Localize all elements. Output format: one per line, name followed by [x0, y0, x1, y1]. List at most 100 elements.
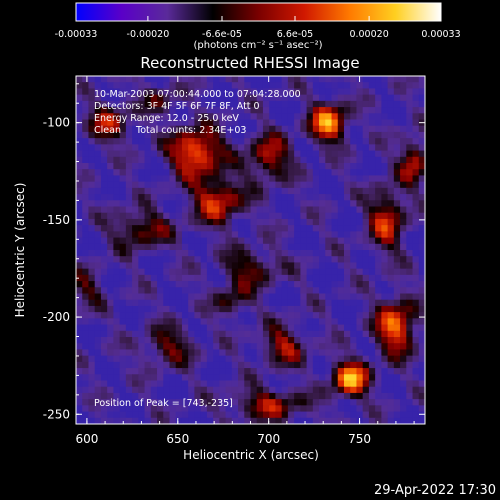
heatmap-cell: [362, 107, 370, 114]
heatmap-cell: [244, 337, 252, 344]
heatmap-cell: [88, 125, 96, 133]
heatmap-cell: [387, 119, 395, 127]
heatmap-cell: [150, 212, 158, 220]
heatmap-cell: [132, 88, 139, 96]
heatmap-cell: [400, 237, 407, 245]
heatmap-cell: [125, 94, 133, 102]
heatmap-cell: [82, 299, 90, 307]
heatmap-cell: [275, 318, 283, 326]
heatmap-cell: [194, 250, 202, 257]
heatmap-cell: [306, 386, 314, 394]
heatmap-cell: [119, 349, 127, 357]
heatmap-cell: [206, 206, 214, 214]
heatmap-cell: [138, 231, 146, 239]
heatmap-cell: [306, 225, 314, 232]
heatmap-cell: [356, 150, 364, 158]
heatmap-cell: [269, 76, 277, 83]
heatmap-cell: [350, 262, 358, 270]
heatmap-cell: [119, 243, 127, 251]
heatmap-cell: [150, 368, 158, 375]
heatmap-cell: [175, 312, 183, 319]
heatmap-cell: [94, 417, 102, 424]
heatmap-cell: [125, 131, 133, 139]
heatmap-cell: [294, 361, 301, 369]
heatmap-cell: [88, 94, 96, 102]
heatmap-cell: [256, 138, 264, 145]
colorbar-ticks: -0.00033 -0.00020 -6.6e-05 6.6e-05 0.00020 0.…: [55, 16, 461, 40]
heatmap-cell: [350, 206, 358, 214]
heatmap-cell: [256, 231, 264, 239]
heatmap-cell: [368, 206, 376, 214]
heatmap-cell: [256, 119, 264, 127]
heatmap-cell: [181, 281, 189, 288]
heatmap-cell: [169, 88, 177, 96]
heatmap-cell: [181, 417, 189, 424]
heatmap-cell: [169, 399, 177, 406]
heatmap-cell: [269, 138, 277, 145]
heatmap-cell: [393, 175, 401, 183]
heatmap-cell: [157, 281, 164, 288]
heatmap-cell: [206, 330, 214, 338]
heatmap-cell: [219, 119, 227, 127]
heatmap-cell: [225, 262, 233, 270]
heatmap-cell: [107, 380, 114, 388]
heatmap-cell: [256, 287, 264, 295]
heatmap-cell: [157, 181, 164, 189]
heatmap-cell: [238, 343, 245, 351]
heatmap-cell: [231, 194, 239, 201]
heatmap-cell: [125, 175, 133, 183]
heatmap-cell: [238, 150, 245, 158]
heatmap-cell: [256, 392, 264, 400]
heatmap-cell: [250, 194, 258, 201]
heatmap-cell: [225, 349, 233, 357]
heatmap-cell: [337, 293, 345, 301]
heatmap-cell: [418, 250, 425, 257]
heatmap-cell: [107, 94, 114, 102]
heatmap-cell: [393, 94, 401, 102]
heatmap-cell: [387, 237, 395, 245]
heatmap-cell: [107, 355, 114, 363]
heatmap-cell: [275, 337, 283, 344]
heatmap-cell: [94, 349, 102, 357]
heatmap-cell: [400, 181, 407, 189]
heatmap-cell: [325, 243, 333, 251]
heatmap-cell: [100, 206, 108, 214]
heatmap-cell: [150, 312, 158, 319]
heatmap-cell: [163, 343, 171, 351]
heatmap-cell: [294, 76, 301, 83]
heatmap-cell: [206, 411, 214, 419]
heatmap-cell: [76, 293, 83, 301]
heatmap-cell: [132, 411, 139, 419]
heatmap-cell: [169, 293, 177, 301]
heatmap-cell: [362, 212, 370, 220]
heatmap-cell: [356, 262, 364, 270]
heatmap-cell: [219, 281, 227, 288]
heatmap-cell: [238, 355, 245, 363]
heatmap-cell: [238, 361, 245, 369]
heatmap-cell: [219, 337, 227, 344]
heatmap-cell: [412, 262, 420, 270]
annotation-peak-position: Position of Peak = [743,-235]: [94, 398, 233, 409]
heatmap-cell: [418, 287, 425, 295]
heatmap-cell: [418, 262, 425, 270]
heatmap-cell: [76, 200, 83, 208]
heatmap-cell: [350, 399, 358, 406]
heatmap-cell: [238, 163, 245, 170]
heatmap-cell: [150, 169, 158, 177]
heatmap-cell: [82, 88, 90, 96]
heatmap-cell: [306, 262, 314, 270]
heatmap-cell: [225, 274, 233, 282]
heatmap-cell: [107, 150, 114, 158]
heatmap-cell: [362, 361, 370, 369]
heatmap-cell: [331, 281, 339, 288]
heatmap-cell: [275, 119, 283, 127]
heatmap-cell: [262, 405, 270, 413]
heatmap-cell: [319, 125, 326, 133]
heatmap-cell: [231, 243, 239, 251]
heatmap-cell: [113, 392, 121, 400]
heatmap-cell: [300, 343, 308, 351]
heatmap-cell: [157, 268, 164, 276]
heatmap-cell: [400, 125, 407, 133]
heatmap-cell: [194, 169, 202, 177]
heatmap-cell: [144, 200, 152, 208]
